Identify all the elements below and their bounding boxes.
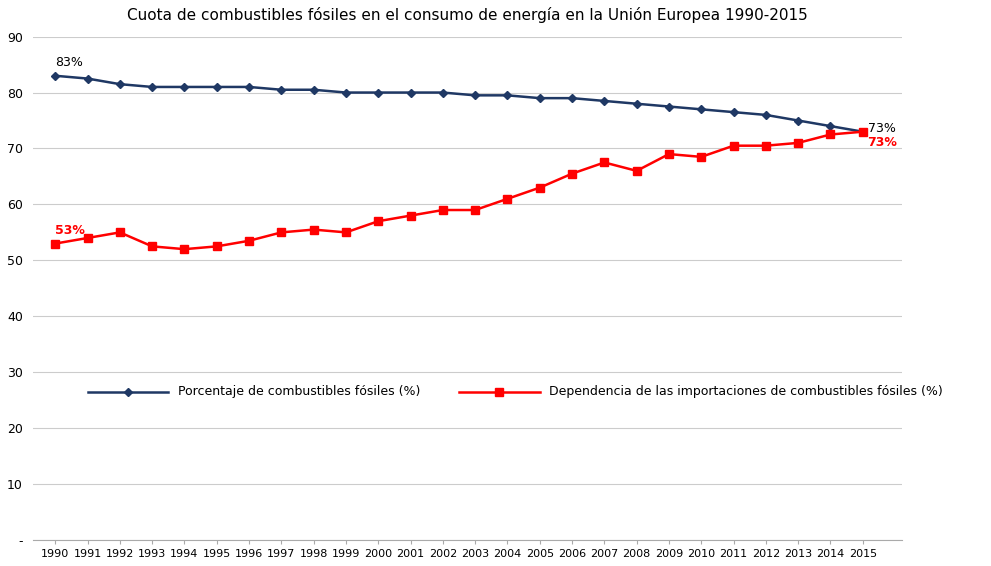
Text: Dependencia de las importaciones de combustibles fósiles (%): Dependencia de las importaciones de comb… [549, 385, 943, 398]
Text: 73%: 73% [867, 136, 898, 149]
Title: Cuota de combustibles fósiles en el consumo de energía en la Unión Europea 1990-: Cuota de combustibles fósiles en el cons… [127, 7, 808, 23]
Text: 73%: 73% [867, 122, 896, 135]
Text: Porcentaje de combustibles fósiles (%): Porcentaje de combustibles fósiles (%) [178, 385, 420, 398]
Text: 53%: 53% [55, 224, 85, 237]
Text: 83%: 83% [55, 56, 83, 69]
